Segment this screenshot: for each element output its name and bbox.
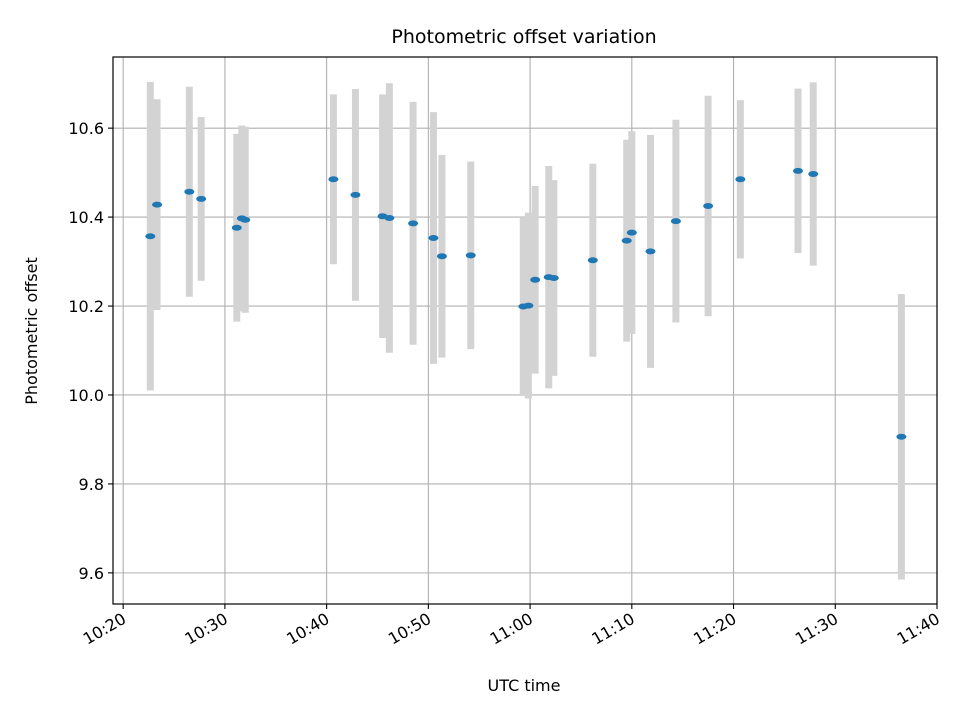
data-point [530, 276, 541, 283]
x-axis-label: UTC time [488, 676, 561, 695]
data-point [792, 167, 803, 174]
data-point [328, 176, 339, 183]
data-point [626, 229, 637, 236]
data-point [240, 216, 251, 223]
data-point [350, 191, 361, 198]
data-point [384, 214, 395, 221]
data-point [408, 220, 419, 227]
data-point [621, 237, 632, 244]
data-point [645, 248, 656, 255]
data-point [436, 253, 447, 260]
y-tick-label: 10.4 [68, 208, 104, 227]
data-point [196, 195, 207, 202]
y-tick-label: 10.0 [68, 386, 104, 405]
data-points [145, 167, 907, 440]
data-point [587, 257, 598, 264]
data-point [703, 202, 714, 209]
data-point [231, 224, 242, 231]
data-point [428, 234, 439, 241]
data-point [808, 170, 819, 177]
data-point [548, 275, 559, 282]
data-point [152, 201, 163, 208]
chart-title: Photometric offset variation [391, 26, 656, 48]
data-point [896, 433, 907, 440]
plot-frame [112, 56, 938, 605]
data-point [145, 233, 156, 240]
y-tick-label: 10.6 [68, 119, 104, 138]
data-point [184, 188, 195, 195]
y-tick-label: 9.6 [79, 564, 104, 583]
data-point [465, 252, 476, 259]
y-tick-label: 10.2 [68, 297, 104, 316]
y-tick-label: 9.8 [79, 475, 104, 494]
data-point [523, 302, 534, 309]
data-point [670, 218, 681, 225]
data-point [735, 176, 746, 183]
y-axis-label: Photometric offset [22, 257, 41, 405]
y-axis: 9.6 9.8 10.0 10.2 10.4 10.6 [68, 119, 113, 583]
